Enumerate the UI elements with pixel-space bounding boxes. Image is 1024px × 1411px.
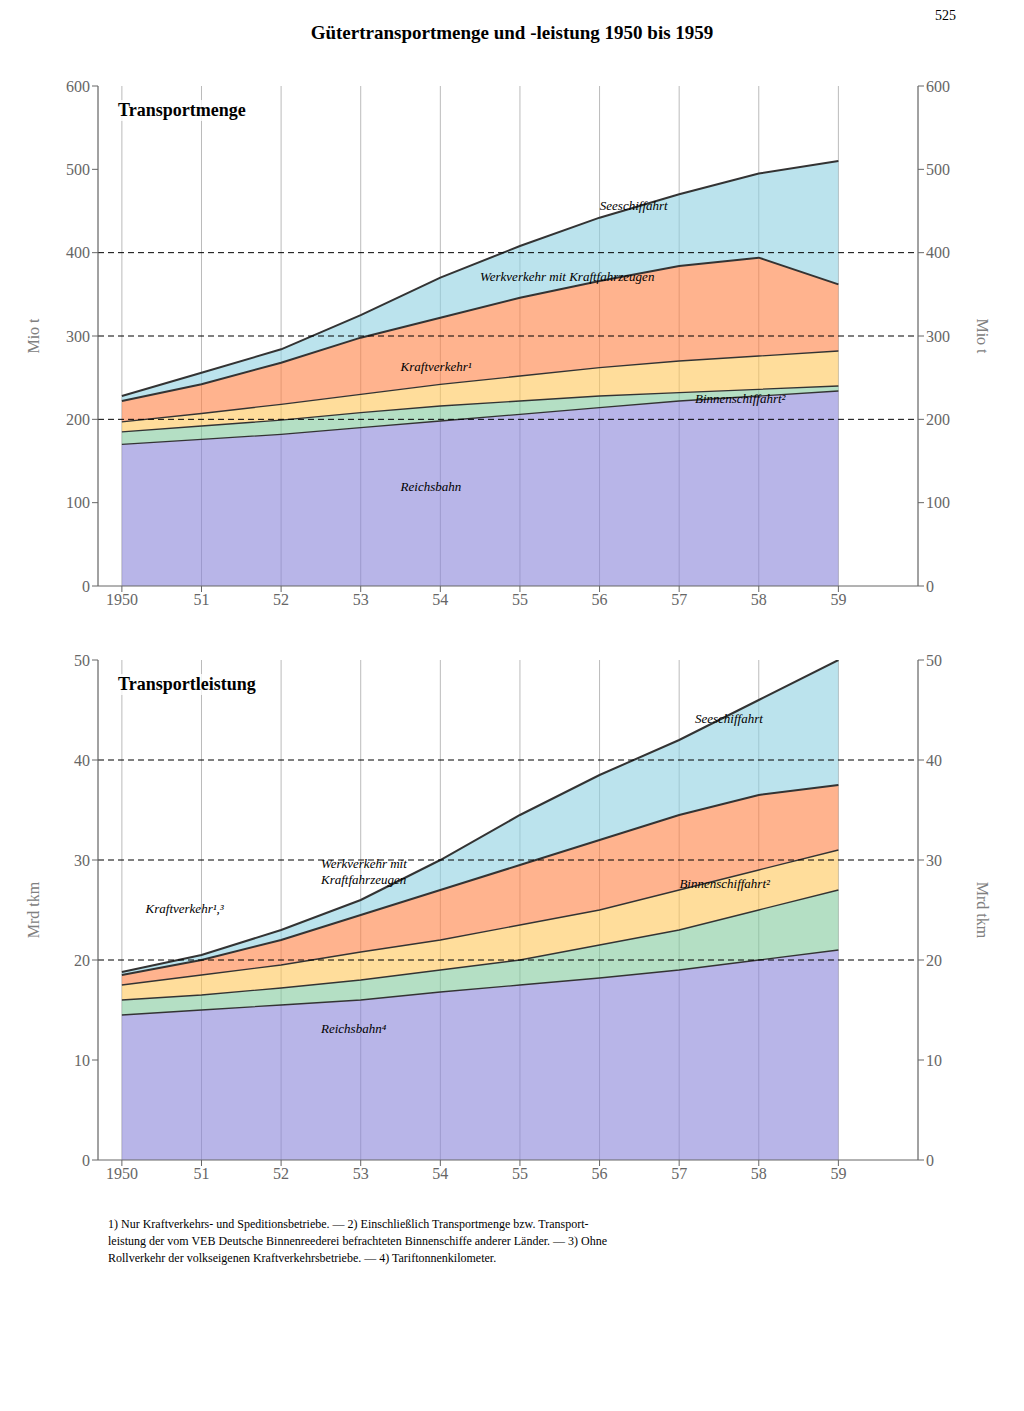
svg-text:0: 0 <box>926 578 934 595</box>
svg-text:Binnenschiffahrt²: Binnenschiffahrt² <box>679 876 771 891</box>
svg-text:Kraftverkehr¹,³: Kraftverkehr¹,³ <box>145 901 225 916</box>
html-text:Transportmenge: Transportmenge <box>118 100 246 120</box>
svg-text:50: 50 <box>926 652 942 669</box>
svg-text:59: 59 <box>830 1165 846 1182</box>
svg-text:Reichsbahn: Reichsbahn <box>400 478 462 493</box>
html-text:Transportleistung: Transportleistung <box>118 674 256 694</box>
svg-text:51: 51 <box>193 1165 209 1182</box>
svg-text:1950: 1950 <box>106 591 138 608</box>
svg-text:40: 40 <box>926 752 942 769</box>
svg-text:55: 55 <box>512 591 528 608</box>
svg-text:600: 600 <box>66 78 90 95</box>
svg-text:Seeschiffahrt: Seeschiffahrt <box>695 711 763 726</box>
svg-text:Binnenschiffahrt²: Binnenschiffahrt² <box>695 391 787 406</box>
svg-text:52: 52 <box>273 591 289 608</box>
svg-text:100: 100 <box>926 494 950 511</box>
svg-text:Mrd tkm: Mrd tkm <box>25 881 42 938</box>
svg-text:40: 40 <box>74 752 90 769</box>
svg-text:57: 57 <box>671 591 687 608</box>
svg-text:58: 58 <box>751 591 767 608</box>
svg-text:200: 200 <box>66 411 90 428</box>
svg-text:Reichsbahn⁴: Reichsbahn⁴ <box>320 1021 387 1036</box>
html-text:525: 525 <box>935 8 956 23</box>
svg-text:600: 600 <box>926 78 950 95</box>
svg-text:30: 30 <box>74 852 90 869</box>
svg-text:20: 20 <box>74 952 90 969</box>
svg-text:59: 59 <box>830 591 846 608</box>
svg-text:200: 200 <box>926 411 950 428</box>
svg-text:56: 56 <box>592 1165 608 1182</box>
svg-text:57: 57 <box>671 1165 687 1182</box>
svg-text:58: 58 <box>751 1165 767 1182</box>
svg-text:Mrd tkm: Mrd tkm <box>974 882 991 939</box>
svg-text:50: 50 <box>74 652 90 669</box>
svg-text:56: 56 <box>592 591 608 608</box>
svg-text:300: 300 <box>926 328 950 345</box>
svg-text:0: 0 <box>82 578 90 595</box>
svg-text:100: 100 <box>66 494 90 511</box>
html-text:Gütertransportmenge und -leist: Gütertransportmenge und -leistung 1950 b… <box>310 22 714 43</box>
svg-text:Werkverkehr mitKraftfahrzeugen: Werkverkehr mitKraftfahrzeugen <box>320 856 407 887</box>
svg-text:0: 0 <box>926 1152 934 1169</box>
svg-text:20: 20 <box>926 952 942 969</box>
svg-text:55: 55 <box>512 1165 528 1182</box>
svg-text:400: 400 <box>66 244 90 261</box>
svg-text:0: 0 <box>82 1152 90 1169</box>
svg-text:54: 54 <box>432 1165 448 1182</box>
svg-text:10: 10 <box>74 1052 90 1069</box>
svg-text:30: 30 <box>926 852 942 869</box>
svg-text:53: 53 <box>353 1165 369 1182</box>
svg-text:Mio t: Mio t <box>974 318 991 354</box>
svg-text:Seeschiffahrt: Seeschiffahrt <box>600 198 668 213</box>
svg-text:Werkverkehr mit Kraftfahrzeuge: Werkverkehr mit Kraftfahrzeugen <box>480 268 654 283</box>
svg-text:1950: 1950 <box>106 1165 138 1182</box>
svg-text:300: 300 <box>66 328 90 345</box>
svg-text:500: 500 <box>926 161 950 178</box>
svg-text:Mio t: Mio t <box>25 318 42 354</box>
svg-text:400: 400 <box>926 244 950 261</box>
svg-text:Kraftverkehr¹: Kraftverkehr¹ <box>400 358 472 373</box>
svg-text:52: 52 <box>273 1165 289 1182</box>
svg-text:53: 53 <box>353 591 369 608</box>
svg-text:500: 500 <box>66 161 90 178</box>
svg-text:51: 51 <box>193 591 209 608</box>
svg-text:54: 54 <box>432 591 448 608</box>
svg-text:10: 10 <box>926 1052 942 1069</box>
html-text:1) Nur Kraftverkehrs- und Sped: 1) Nur Kraftverkehrs- und Speditionsbetr… <box>108 1217 607 1265</box>
